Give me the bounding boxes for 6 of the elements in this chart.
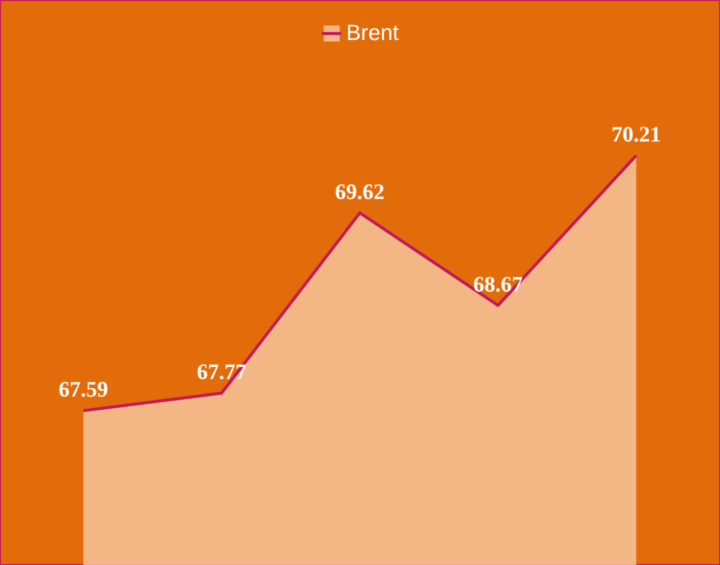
data-label: 69.62 — [335, 178, 385, 204]
data-label: 70.21 — [611, 121, 661, 146]
data-label: 67.59 — [58, 376, 108, 402]
data-label: 68.67 — [473, 271, 523, 296]
data-label: 67.77 — [196, 359, 246, 384]
legend-label: Brent — [346, 20, 399, 46]
